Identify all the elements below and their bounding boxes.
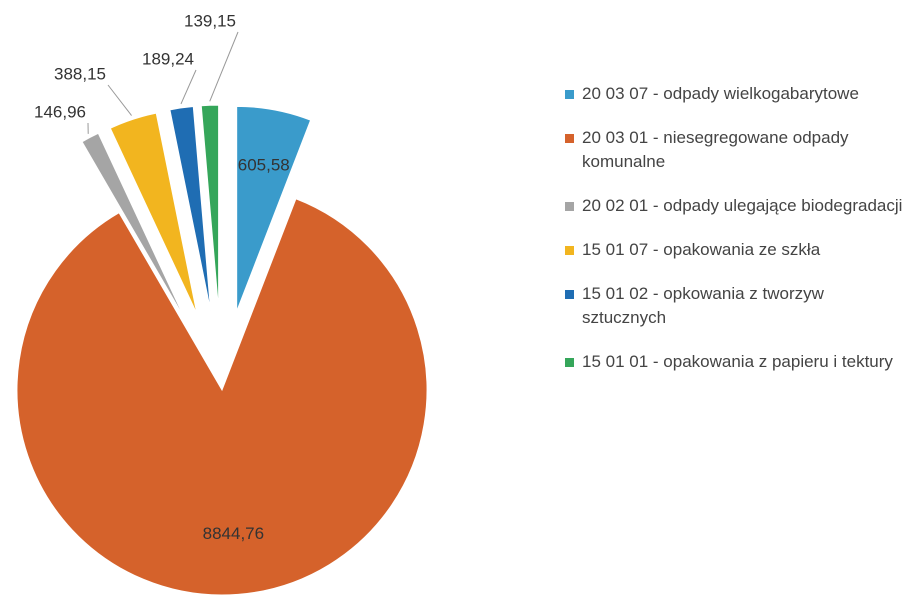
legend-label: 15 01 01 - opakowania z papieru i tektur… [582,352,893,371]
legend-swatch [565,202,574,211]
data-label: 146,96 [34,102,86,121]
pie-slice [81,132,186,320]
legend-item: 20 02 01 - odpady ulegające biodegradacj… [565,194,905,218]
legend-swatch [565,290,574,299]
legend-swatch [565,358,574,367]
data-label: 388,15 [54,64,106,83]
legend-item: 15 01 02 - opkowania z tworzyw sztucznyc… [565,282,905,330]
legend-swatch [565,90,574,99]
legend-swatch [565,134,574,143]
pie-area: 605,58 8844,76 146,96 388,15 189,24 139,15 [16,11,428,596]
data-label: 605,58 [238,156,290,175]
legend-item: 20 03 07 - odpady wielkogabarytowe [565,82,905,106]
legend-label: 20 03 01 - niesegregowane odpady komunal… [582,128,849,171]
pie-slice [236,105,312,312]
leader-line [209,31,239,102]
legend-label: 15 01 02 - opkowania z tworzyw sztucznyc… [582,284,824,327]
legend-item: 15 01 07 - opakowania ze szkła [565,238,905,262]
data-label: 189,24 [142,49,194,68]
data-label: 139,15 [184,11,236,30]
legend-swatch [565,246,574,255]
legend: 20 03 07 - odpady wielkogabarytowe 20 03 … [565,82,905,394]
legend-label: 20 03 07 - odpady wielkogabarytowe [582,84,859,103]
data-label: 8844,76 [203,524,264,543]
pie-slice [169,106,212,311]
leader-line [107,84,132,116]
legend-item: 20 03 01 - niesegregowane odpady komunal… [565,126,905,174]
legend-label: 15 01 07 - opakowania ze szkła [582,240,821,259]
pie-slice [200,104,220,311]
pie-slice [109,112,198,315]
legend-label: 20 02 01 - odpady ulegające biodegradacj… [582,196,903,215]
legend-item: 15 01 01 - opakowania z papieru i tektur… [565,350,905,374]
pie-slice [16,198,428,596]
leader-line [180,69,197,105]
